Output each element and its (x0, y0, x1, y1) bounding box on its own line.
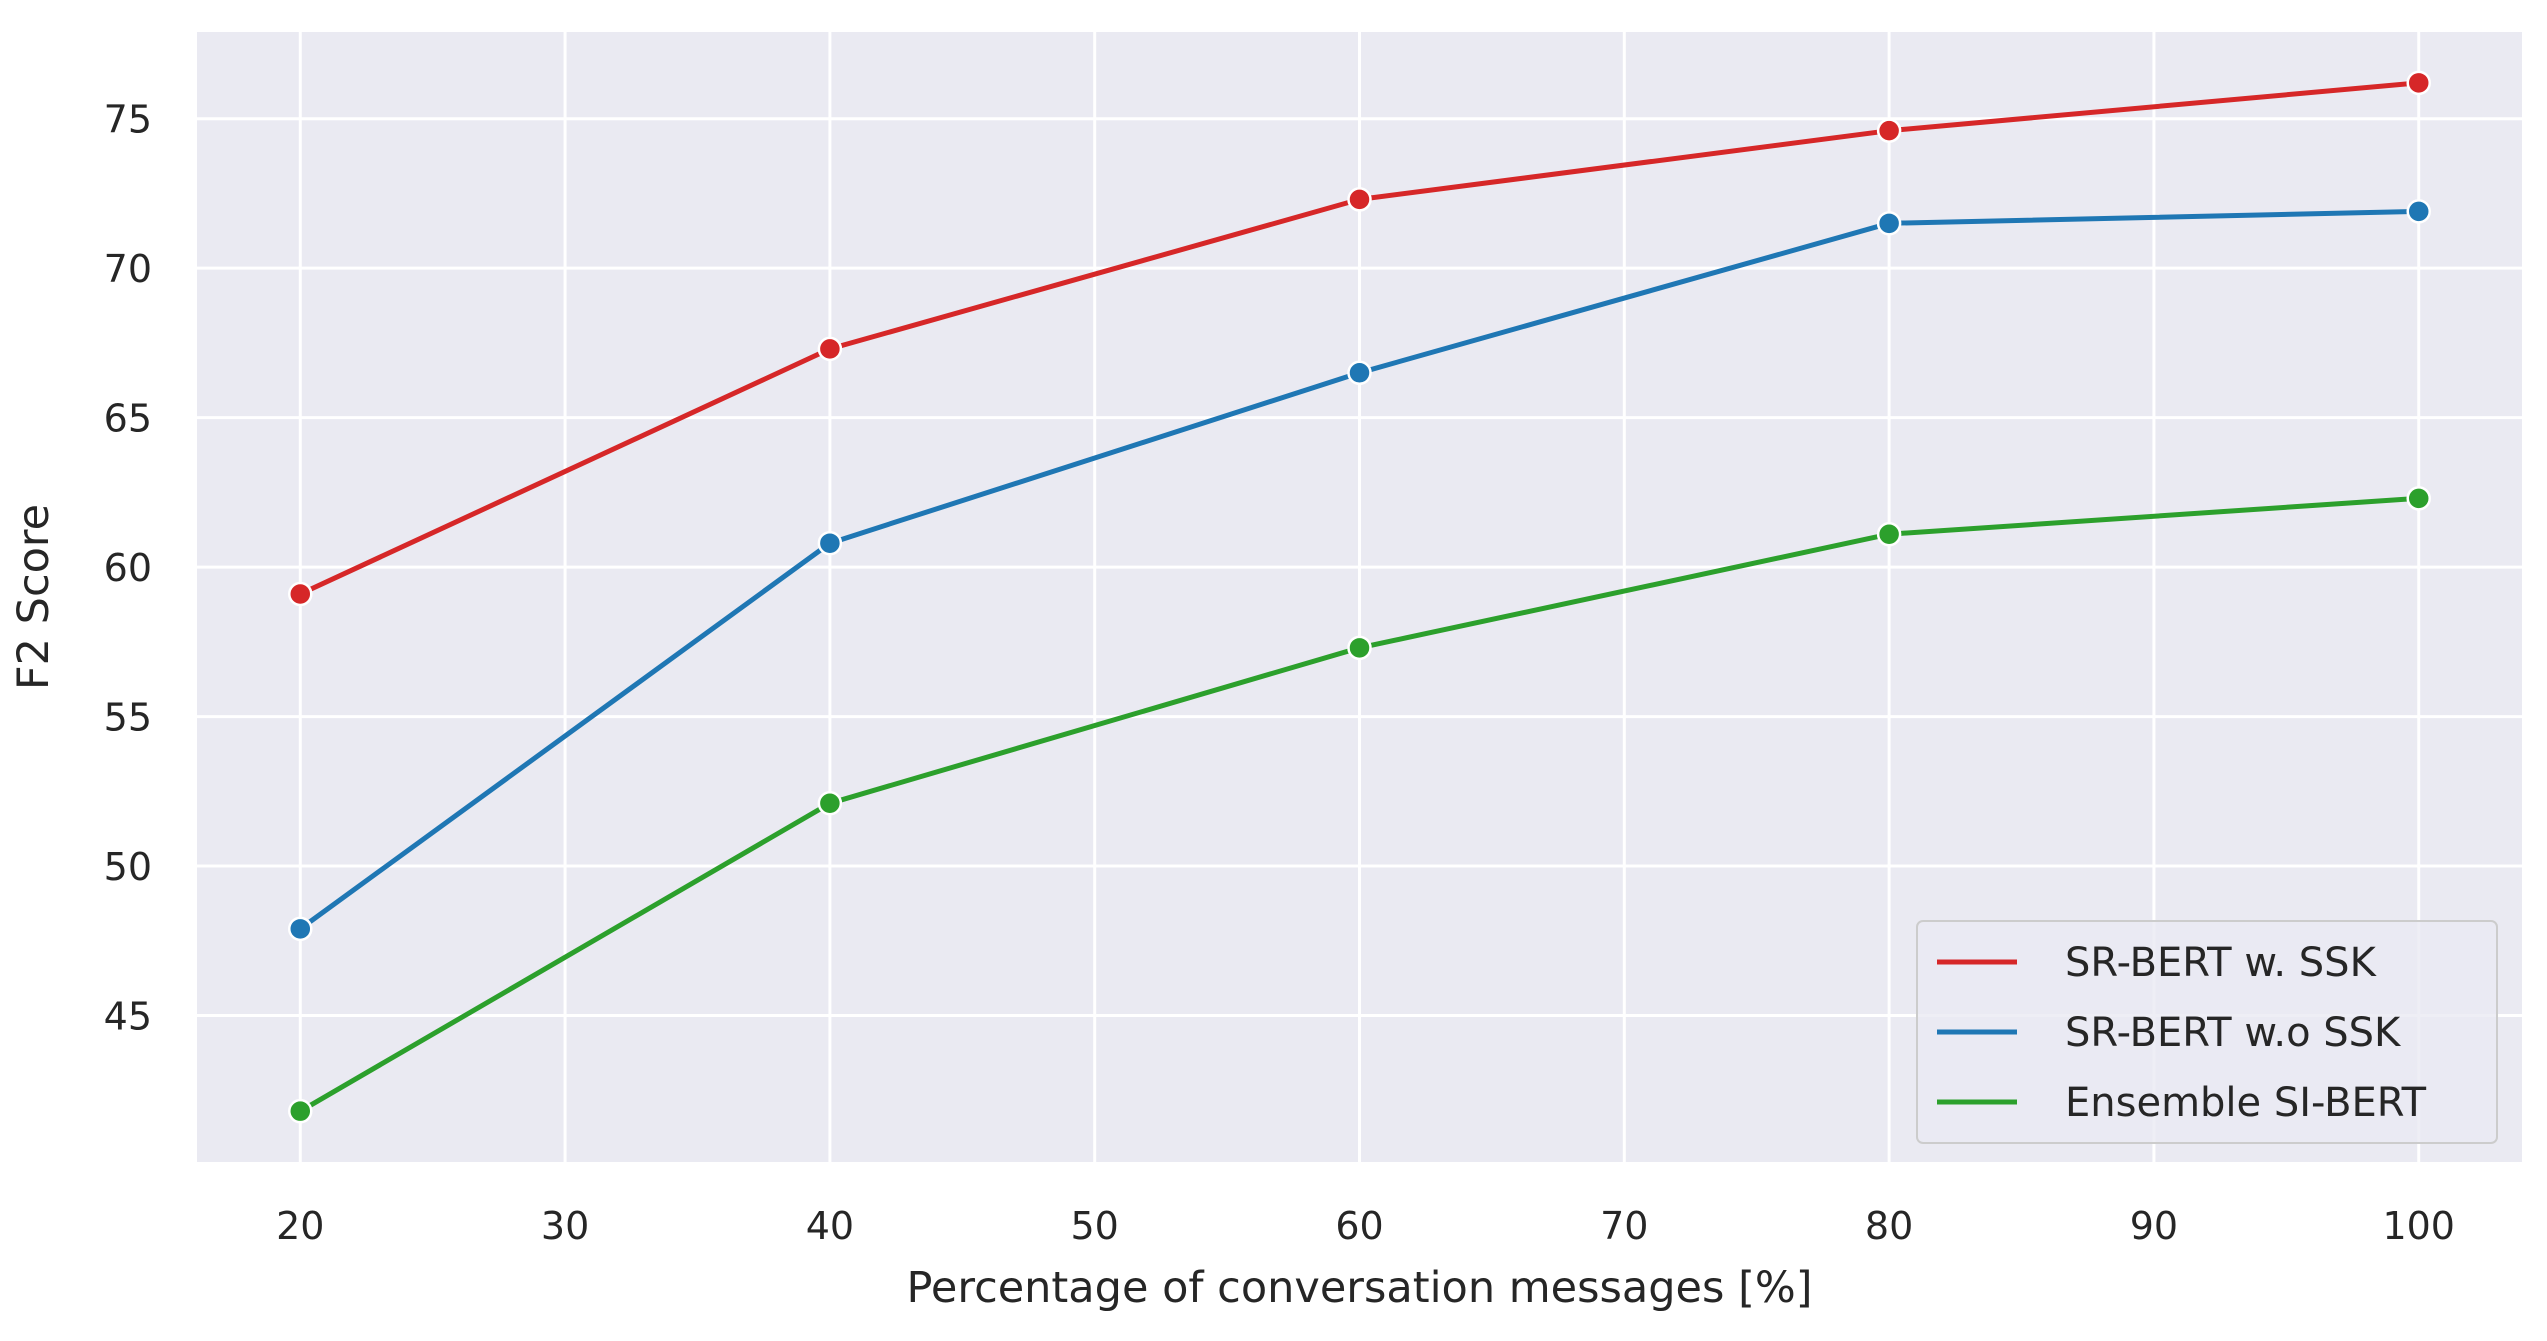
series-group (288, 70, 2431, 1124)
data-point (817, 791, 843, 816)
x-tick-label: 20 (276, 1204, 324, 1248)
data-point (817, 336, 843, 362)
legend-label: SR-BERT w.o SSK (2065, 1010, 2402, 1056)
legend-frame (1916, 920, 2498, 1144)
data-point (288, 581, 313, 607)
legend-label: SR-BERT w. SSK (2065, 940, 2378, 986)
x-tick-label: 60 (1335, 1204, 1383, 1248)
series-2 (288, 199, 2431, 942)
x-tick-label: 70 (1600, 1204, 1648, 1248)
data-point (288, 1098, 313, 1124)
series-1 (288, 70, 2431, 607)
y-axis-label: F2 Score (9, 504, 59, 690)
x-tick-label: 90 (2130, 1204, 2178, 1248)
data-point (288, 916, 313, 942)
x-tick-label: 100 (2382, 1204, 2455, 1248)
x-axis-label: Percentage of conversation messages [%] (907, 1263, 1813, 1313)
series-3 (288, 486, 2431, 1124)
data-point (2406, 70, 2431, 96)
data-point (2406, 486, 2431, 511)
data-point (1876, 118, 1902, 143)
y-tick-label: 70 (104, 247, 152, 291)
y-tick-labels: 45 50 55 60 65 70 75 (104, 98, 152, 1039)
x-tick-label: 30 (541, 1204, 589, 1248)
y-tick-label: 55 (104, 696, 152, 740)
data-point (1876, 521, 1902, 547)
y-tick-label: 65 (104, 397, 152, 441)
legend: SR-BERT w. SSK SR-BERT w.o SSK Ensemble SI… (1916, 920, 2498, 1144)
data-point (2406, 199, 2431, 224)
legend-label: Ensemble SI-BERT (2065, 1080, 2427, 1126)
x-tick-label: 80 (1865, 1204, 1913, 1248)
x-tick-labels: 20 30 40 50 60 70 80 90 100 (276, 1204, 2455, 1248)
data-point (1347, 187, 1372, 212)
data-point (1347, 360, 1372, 386)
y-tick-label: 50 (104, 845, 152, 889)
y-tick-label: 60 (104, 546, 152, 590)
x-tick-label: 50 (1071, 1204, 1119, 1248)
data-point (1876, 211, 1902, 236)
x-tick-label: 40 (806, 1204, 854, 1248)
y-tick-label: 75 (104, 98, 152, 142)
data-point (817, 530, 843, 556)
data-point (1347, 635, 1372, 661)
y-tick-label: 45 (104, 995, 152, 1039)
